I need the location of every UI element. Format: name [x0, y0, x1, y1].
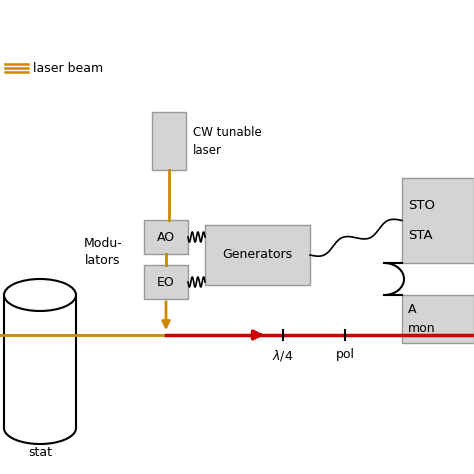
FancyBboxPatch shape — [144, 265, 188, 299]
FancyBboxPatch shape — [152, 112, 186, 170]
Text: mon: mon — [408, 322, 436, 335]
Text: Modu-
lators: Modu- lators — [83, 237, 122, 267]
Ellipse shape — [4, 279, 76, 311]
FancyBboxPatch shape — [144, 220, 188, 254]
Text: AO: AO — [157, 230, 175, 244]
FancyBboxPatch shape — [205, 225, 310, 285]
Text: EO: EO — [157, 275, 175, 289]
Text: A: A — [408, 303, 417, 316]
FancyBboxPatch shape — [402, 295, 474, 343]
Text: STO: STO — [408, 199, 435, 212]
FancyBboxPatch shape — [402, 178, 474, 263]
Text: stat: stat — [28, 447, 52, 459]
Text: Generators: Generators — [222, 248, 292, 262]
Text: pol: pol — [336, 348, 355, 361]
Text: STA: STA — [408, 229, 433, 242]
Text: CW tunable: CW tunable — [193, 126, 262, 138]
Text: $\lambda$/4: $\lambda$/4 — [272, 348, 294, 363]
Text: laser: laser — [193, 144, 222, 156]
Text: laser beam: laser beam — [33, 62, 103, 74]
